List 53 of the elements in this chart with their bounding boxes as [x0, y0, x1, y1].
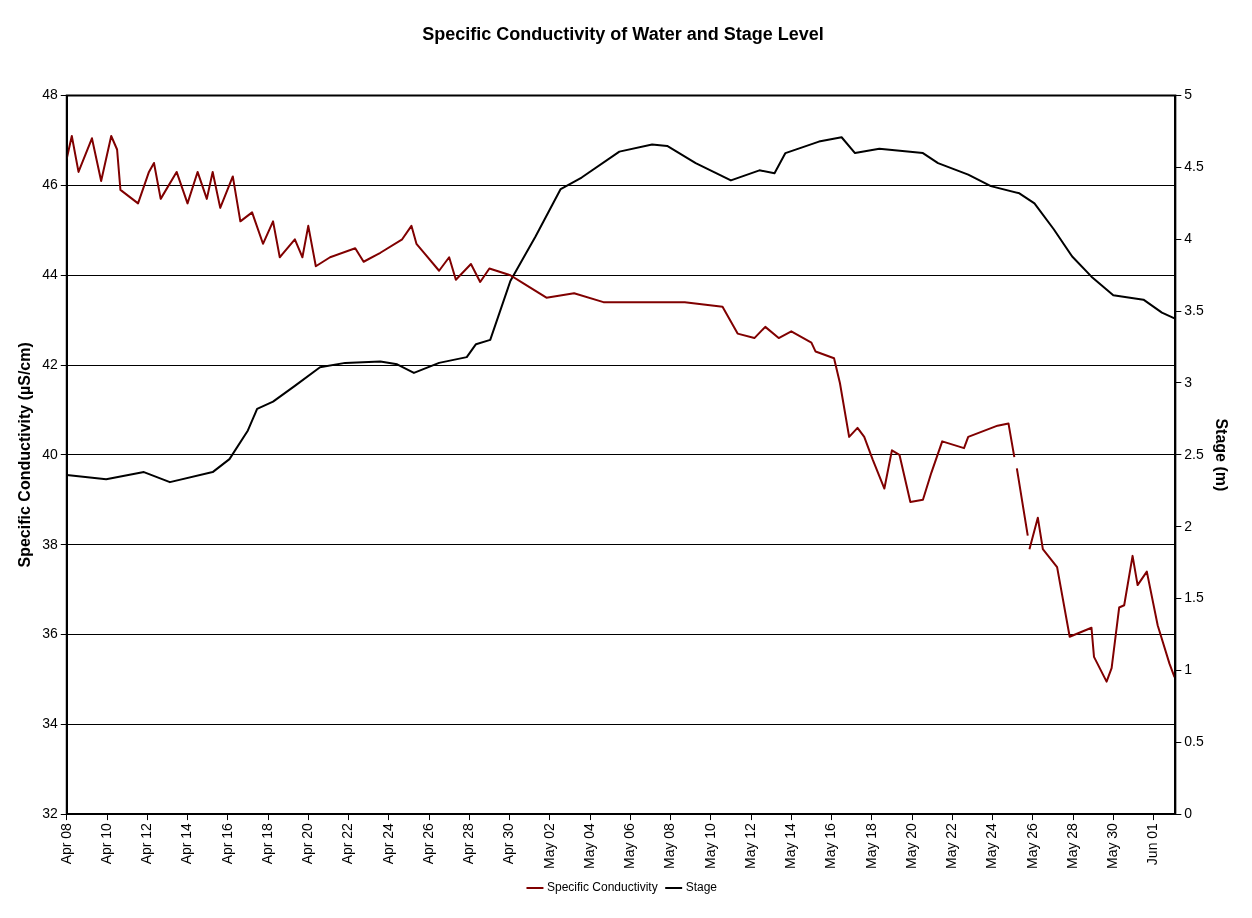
y2-tick-label: 3.5: [1184, 302, 1205, 319]
y-tick-label: 44: [42, 266, 58, 283]
y-tick-label: 34: [42, 715, 58, 732]
y2-tick-label: 4: [1184, 230, 1193, 247]
x-tick-label: Apr 18: [258, 822, 275, 865]
x-tick-label: Apr 22: [339, 822, 356, 865]
x-tick-label: Apr 20: [299, 822, 316, 865]
x-tick-label: May 20: [902, 822, 919, 870]
x-tick-label: May 26: [1023, 822, 1040, 870]
x-tick-label: Apr 26: [419, 822, 436, 865]
y2-tick-label: 4.5: [1184, 158, 1205, 175]
x-tick-label: May 22: [943, 822, 960, 870]
x-tick-label: Apr 10: [97, 822, 114, 865]
x-tick-label: May 02: [540, 822, 557, 870]
x-tick-label: May 08: [661, 822, 678, 870]
y2-tick-label: 3: [1184, 373, 1193, 390]
x-tick-label: May 04: [580, 822, 597, 870]
x-tick-label: May 14: [782, 822, 799, 870]
x-tick-label: Apr 24: [379, 822, 396, 865]
y2-axis-title: Stage (m): [1212, 418, 1230, 492]
x-tick-label: May 18: [862, 822, 879, 870]
x-tick-label: Apr 08: [57, 822, 74, 865]
y-tick-label: 46: [42, 176, 58, 193]
y2-tick-label: 0.5: [1184, 733, 1205, 750]
x-tick-label: May 16: [822, 822, 839, 870]
y-tick-label: 40: [42, 445, 58, 462]
x-tick-label: Apr 16: [218, 822, 235, 865]
legend-label: Stage: [685, 880, 718, 895]
x-tick-label: May 30: [1104, 822, 1121, 870]
y2-tick-label: 5: [1184, 86, 1193, 103]
x-tick-label: Apr 28: [460, 822, 477, 865]
x-tick-label: Apr 12: [138, 822, 155, 865]
x-tick-label: Apr 14: [178, 822, 195, 865]
legend-label: Specific Conductivity: [546, 880, 658, 895]
chart-title: Specific Conductivity of Water and Stage Level: [422, 23, 824, 44]
y-tick-label: 38: [42, 535, 58, 552]
y-tick-label: 36: [42, 625, 58, 642]
y-tick-label: 48: [42, 86, 58, 103]
x-tick-label: Jun 01: [1144, 822, 1161, 866]
x-tick-label: May 06: [621, 822, 638, 870]
x-tick-label: May 10: [701, 822, 718, 870]
x-tick-label: May 28: [1063, 822, 1080, 870]
y2-tick-label: 2.5: [1184, 445, 1205, 462]
y2-tick-label: 0: [1184, 804, 1193, 821]
y2-tick-label: 2: [1184, 517, 1193, 534]
x-tick-label: May 12: [741, 822, 758, 870]
y-axis-title: Specific Conductivity (µS/cm): [16, 342, 34, 568]
y-tick-label: 32: [42, 804, 58, 821]
y-tick-label: 42: [42, 355, 58, 372]
y2-tick-label: 1: [1184, 661, 1193, 678]
x-tick-label: Apr 30: [500, 822, 517, 865]
x-tick-label: May 24: [983, 822, 1000, 870]
y2-tick-label: 1.5: [1184, 589, 1205, 606]
